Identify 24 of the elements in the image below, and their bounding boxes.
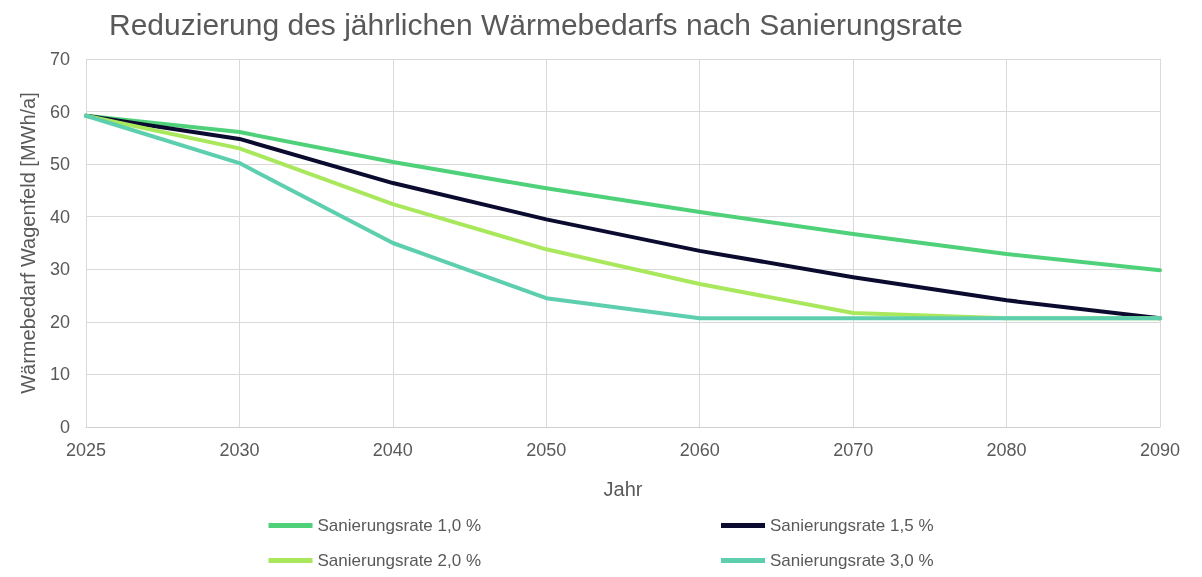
y-axis-title: Wärmebedarf Wagenfeld [MWh/a] xyxy=(17,92,39,394)
x-tick-label: 2050 xyxy=(526,440,567,460)
x-tick-label: 2080 xyxy=(986,440,1027,460)
legend-label: Sanierungsrate 1,5 % xyxy=(770,516,934,535)
x-tick-label: 2060 xyxy=(679,440,720,460)
x-tick-label: 2070 xyxy=(833,440,874,460)
x-tick-label: 2025 xyxy=(65,440,107,460)
y-tick-label: 30 xyxy=(49,259,70,280)
y-tick-label: 0 xyxy=(59,417,70,437)
y-tick-label: 20 xyxy=(49,311,70,332)
y-tick-label: 60 xyxy=(49,101,70,122)
legend-label: Sanierungsrate 3,0 % xyxy=(770,551,934,570)
chart-title: Reduzierung des jährlichen Wärmebedarfs nach Sanierungsrate xyxy=(109,7,963,41)
x-tick-label: 2040 xyxy=(372,440,413,460)
y-tick-label: 40 xyxy=(49,206,70,227)
legend-label: Sanierungsrate 2,0 % xyxy=(317,551,482,570)
x-axis-title: Jahr xyxy=(603,478,643,500)
x-tick-label: 2090 xyxy=(1139,440,1181,460)
line-series xyxy=(84,113,1162,321)
y-tick-label: 50 xyxy=(49,154,70,175)
y-tick-label: 10 xyxy=(49,364,70,385)
legend-label: Sanierungsrate 1,0 % xyxy=(317,516,482,535)
y-tick-label: 70 xyxy=(49,49,70,69)
x-tick-label: 2030 xyxy=(219,440,260,460)
